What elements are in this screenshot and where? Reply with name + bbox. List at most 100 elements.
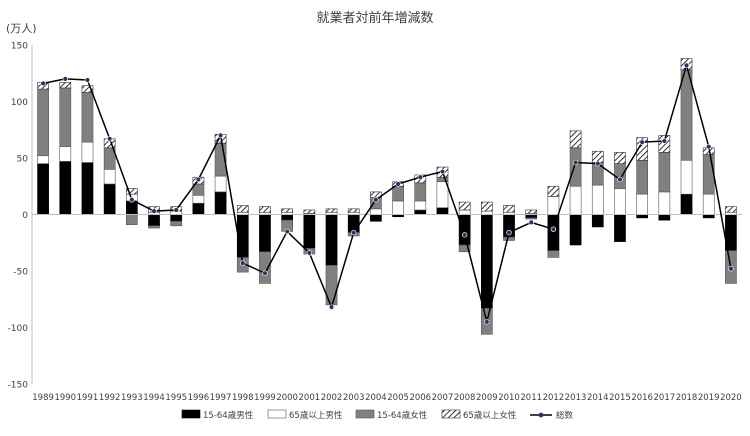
- x-tick-label: 2001: [299, 393, 321, 403]
- bar-segment: [458, 201, 471, 211]
- x-tick-label: 2015: [609, 393, 631, 403]
- x-tick-label: 1998: [232, 393, 254, 403]
- bar-segment: [414, 209, 427, 215]
- total-point: [395, 181, 401, 187]
- total-point: [595, 160, 601, 167]
- y-tick-label: -150: [8, 381, 29, 391]
- bar-segment: [347, 214, 360, 233]
- x-tick-label: 2017: [654, 393, 676, 403]
- legend-label: 15-64歳男性: [203, 410, 254, 421]
- x-tick-label: 2011: [520, 393, 542, 403]
- y-tick-label: -100: [8, 324, 29, 334]
- total-point: [639, 139, 645, 145]
- legend-marker-swatch: [538, 412, 544, 418]
- total-line-path: [42, 62, 732, 323]
- bar-segment: [148, 225, 160, 229]
- bar-segment: [569, 130, 582, 149]
- x-tick-label: 1997: [210, 393, 232, 403]
- bar-segment: [547, 250, 560, 258]
- y-tick-label: 150: [11, 42, 28, 52]
- bar-segment: [680, 159, 693, 195]
- y-axis-unit-label: (万人): [6, 22, 37, 35]
- x-tick-label: 2014: [587, 393, 609, 403]
- x-tick-label: 2000: [276, 393, 298, 403]
- x-tick-label: 2009: [476, 393, 498, 403]
- x-tick-label: 2013: [565, 393, 587, 403]
- bar-segment: [59, 146, 72, 162]
- x-tick-label: 2018: [676, 393, 698, 403]
- legend-label: 15-64歳女性: [377, 410, 428, 421]
- x-tick-label: 2012: [543, 393, 565, 403]
- bar-segment: [236, 205, 249, 213]
- bar-segment: [37, 155, 49, 164]
- bar-segment: [480, 210, 493, 215]
- bar-segment: [170, 214, 183, 222]
- bar-segment: [658, 152, 671, 193]
- bar-segment: [569, 185, 582, 215]
- x-tick-label: 2003: [343, 393, 365, 403]
- legend-swatch: [355, 409, 375, 419]
- bar-segment: [81, 92, 94, 143]
- x-tick-label: 2005: [387, 393, 409, 403]
- legend-swatch: [181, 409, 201, 419]
- legend-label: 65歳以上男性: [289, 410, 343, 421]
- total-point: [306, 250, 313, 256]
- legend-swatch: [441, 409, 461, 419]
- legend-label: 総数: [556, 410, 574, 421]
- y-tick-label: 100: [11, 98, 28, 108]
- bar-segment: [214, 175, 227, 193]
- total-point: [550, 226, 557, 232]
- x-tick-label: 1989: [32, 393, 54, 403]
- x-tick-label: 2006: [409, 393, 431, 403]
- bar-segment: [436, 207, 449, 215]
- total-point: [173, 207, 179, 213]
- bar-segment: [569, 214, 582, 246]
- bar-segment: [103, 169, 116, 185]
- total-point: [528, 219, 534, 226]
- total-point: [284, 228, 290, 235]
- bar-segment: [591, 214, 604, 228]
- total-point: [84, 77, 91, 83]
- total-point: [417, 174, 423, 180]
- bar-segment: [347, 208, 360, 213]
- bar-segment: [259, 251, 271, 284]
- total-point: [240, 260, 246, 266]
- legend-label: 65歳以上女性: [463, 410, 517, 421]
- bar-segment: [636, 137, 649, 161]
- bar-segment: [281, 208, 294, 213]
- total-point: [683, 62, 690, 69]
- x-tick-label: 1999: [254, 393, 276, 403]
- bar-segment: [547, 214, 560, 251]
- bar-segment: [325, 208, 338, 213]
- y-tick-label: 0: [22, 211, 28, 221]
- bar-segment: [37, 163, 49, 215]
- bar-segment: [148, 214, 160, 227]
- bar-segment: [170, 220, 183, 227]
- bar-segment: [192, 194, 205, 204]
- bar-segment: [414, 182, 427, 202]
- x-tick-label: 1996: [188, 393, 210, 403]
- bar-segment: [236, 214, 249, 258]
- x-tick-label: 2016: [631, 393, 653, 403]
- x-tick-label: 2008: [454, 393, 476, 403]
- total-series-line: [40, 62, 734, 325]
- bar-segment: [725, 206, 737, 213]
- bar-segment: [614, 214, 626, 242]
- x-tick-label: 1990: [54, 393, 76, 403]
- bar-segment: [125, 200, 138, 215]
- bar-segment: [569, 147, 582, 187]
- bar-segment: [436, 181, 449, 209]
- bar-segment: [591, 150, 604, 163]
- total-point: [40, 80, 46, 87]
- bar-segment: [458, 209, 471, 215]
- x-tick-label: 2019: [698, 393, 720, 403]
- bar-segment: [680, 69, 693, 161]
- bar-segment: [192, 202, 205, 215]
- y-tick-label: -50: [13, 268, 28, 278]
- bar-segment: [458, 244, 471, 253]
- y-tick-label: 50: [17, 155, 29, 165]
- bar-segment: [281, 214, 294, 221]
- bar-segment: [303, 209, 316, 214]
- bar-segment: [59, 81, 72, 89]
